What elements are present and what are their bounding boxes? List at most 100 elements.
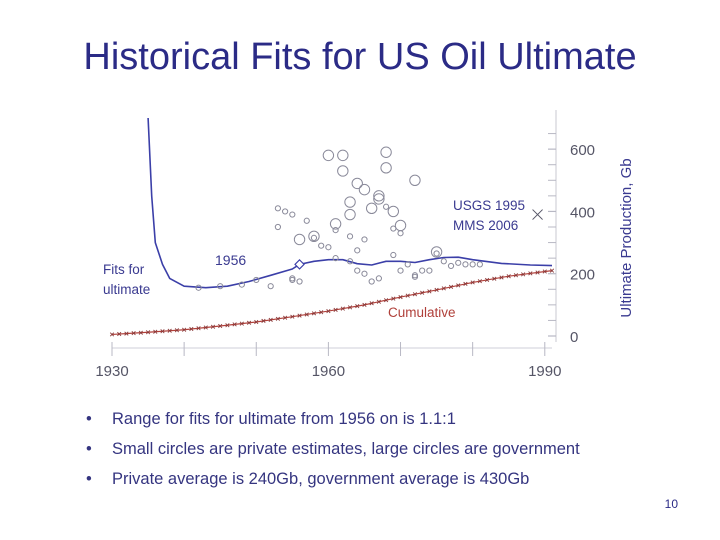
private-estimate-circle xyxy=(404,261,411,268)
page-number: 10 xyxy=(664,497,678,511)
cumulative-point xyxy=(398,294,403,300)
cumulative-line xyxy=(111,270,553,336)
slide-title: Historical Fits for US Oil Ultimate xyxy=(83,36,637,78)
cumulative-point xyxy=(124,331,129,336)
cumulative-point xyxy=(232,322,237,327)
private-estimate-circle xyxy=(267,283,274,290)
cumulative-point xyxy=(427,289,432,294)
government-estimate-circle xyxy=(373,193,385,205)
cumulative-point xyxy=(333,307,338,312)
bullet-dot-icon: • xyxy=(86,470,92,488)
private-estimate-circle xyxy=(462,261,469,268)
government-estimate-circle xyxy=(351,177,363,190)
mms-label: MMS 2006 xyxy=(453,218,518,233)
government-estimate-circle xyxy=(337,149,349,162)
cumulative-point xyxy=(109,332,115,337)
private-estimate-circle xyxy=(318,242,325,249)
cumulative-point xyxy=(254,319,259,325)
cumulative-point xyxy=(160,329,165,334)
fits-label-line: Fits for xyxy=(103,262,145,277)
government-estimate-circle xyxy=(394,219,407,232)
private-estimate-circle xyxy=(296,278,303,285)
private-estimate-circle xyxy=(289,276,296,284)
private-estimate-circle xyxy=(390,251,397,259)
cumulative-point xyxy=(391,296,396,301)
oil-ultimate-chart: 1930 1960 1990 0 200 400 600 Ultimate Productio… xyxy=(95,110,635,380)
government-estimate-circle xyxy=(344,208,356,221)
private-estimate-circle xyxy=(455,259,462,266)
government-estimate-circle xyxy=(365,202,378,215)
cumulative-point xyxy=(355,303,360,309)
year-1956-label: 1956 xyxy=(215,252,246,268)
cumulative-point xyxy=(412,292,418,297)
cumulative-point xyxy=(542,269,547,274)
cumulative-point xyxy=(506,274,511,279)
cumulative-point xyxy=(304,312,309,317)
bullet-text: Private average is 240Gb, government ave… xyxy=(112,470,530,488)
cumulative-point xyxy=(167,328,172,333)
private-estimate-circle xyxy=(426,267,433,274)
fit-curve xyxy=(147,117,553,289)
cumulative-point xyxy=(484,277,490,283)
private-estimate-circle xyxy=(332,227,339,234)
private-estimate-circle xyxy=(440,258,447,265)
cumulative-point xyxy=(456,283,461,288)
y-tick-label: 600 xyxy=(570,142,595,159)
private-estimate-circle xyxy=(397,267,404,274)
private-estimate-circle xyxy=(447,262,455,270)
private-estimate-circle xyxy=(274,205,282,212)
cumulative-point xyxy=(448,284,454,290)
cumulative-point xyxy=(513,273,519,278)
private-estimate-circle xyxy=(274,223,282,231)
cumulative-point xyxy=(492,276,497,281)
fit-1956-marker xyxy=(294,259,305,270)
cumulative-point xyxy=(319,310,324,315)
cumulative-point xyxy=(225,323,230,328)
bullet-dot-icon: • xyxy=(86,410,92,428)
cumulative-point xyxy=(290,314,295,319)
cumulative-point xyxy=(376,299,382,304)
cumulative-point xyxy=(311,311,317,316)
private-estimate-circle xyxy=(411,272,419,279)
cumulative-point xyxy=(131,331,136,336)
private-estimate-circle xyxy=(476,261,483,268)
cumulative-point xyxy=(246,320,252,325)
cumulative-point xyxy=(326,308,331,314)
government-estimate-circle xyxy=(380,146,392,158)
government-estimate-circle xyxy=(430,246,443,258)
bullet-item: • Range for fits for ultimate from 1956 o… xyxy=(86,404,580,434)
government-estimate-circle xyxy=(322,149,335,162)
government-estimate-circle xyxy=(373,190,385,202)
cumulative-point xyxy=(189,326,194,332)
cumulative-point xyxy=(340,306,345,311)
cumulative-point xyxy=(528,271,533,276)
cumulative-point xyxy=(362,302,367,307)
cumulative-point xyxy=(499,275,504,280)
private-estimate-circle xyxy=(195,284,202,291)
private-estimate-circle xyxy=(289,211,296,218)
private-estimate-circle xyxy=(361,236,368,243)
private-estimate-circle xyxy=(253,276,260,284)
private-estimate-circle xyxy=(419,267,426,274)
cumulative-point xyxy=(521,272,526,277)
cumulative-point xyxy=(145,330,151,335)
cumulative-point xyxy=(477,279,482,284)
cumulative-point xyxy=(275,316,281,321)
cumulative-point xyxy=(138,330,143,335)
cumulative-point xyxy=(268,317,273,322)
cumulative-point xyxy=(282,315,288,320)
government-estimate-circle xyxy=(387,205,400,218)
bullet-item: • Small circles are private estimates, la… xyxy=(86,434,580,464)
bullet-text: Small circles are private estimates, lar… xyxy=(112,440,580,458)
cumulative-point xyxy=(196,326,201,331)
y-tick-label: 0 xyxy=(570,329,578,346)
bullet-dot-icon: • xyxy=(86,440,92,458)
private-estimate-circle xyxy=(303,217,310,224)
government-estimate-circle xyxy=(380,162,392,174)
private-estimate-circle xyxy=(332,255,339,262)
cumulative-point xyxy=(117,331,122,337)
cumulative-point xyxy=(405,293,410,298)
private-estimate-circle xyxy=(354,247,361,254)
private-estimate-circle xyxy=(354,267,361,274)
private-estimate-circle xyxy=(346,233,354,240)
